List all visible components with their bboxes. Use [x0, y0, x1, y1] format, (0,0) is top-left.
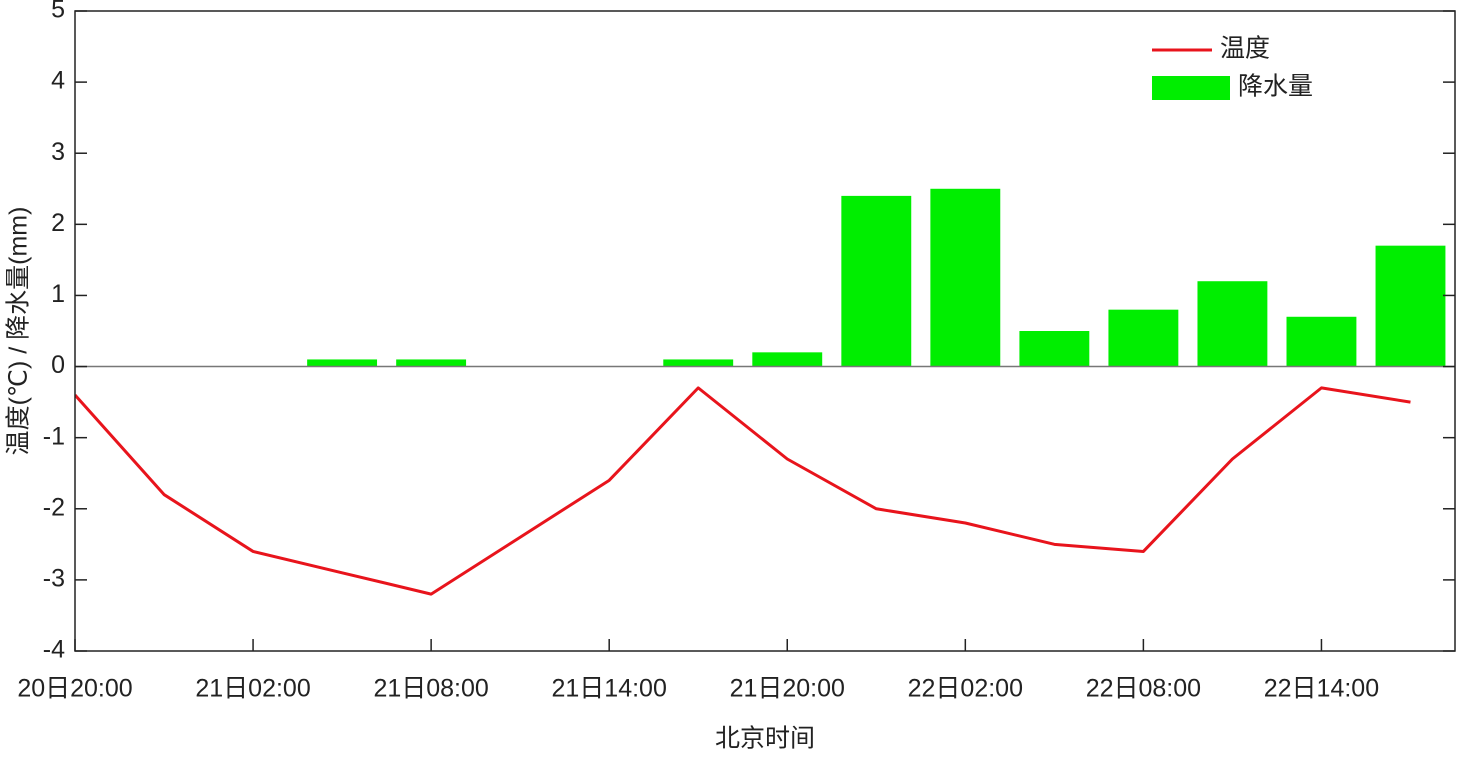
bar [752, 352, 823, 367]
legend-label: 温度 [1220, 35, 1270, 63]
x-tick-label: 22日08:00 [1086, 675, 1201, 703]
bar [663, 359, 734, 367]
legend-label: 降水量 [1238, 73, 1313, 101]
x-tick-label: 21日02:00 [195, 675, 310, 703]
bar [1197, 281, 1268, 367]
x-tick-label: 22日14:00 [1264, 675, 1379, 703]
bar [930, 188, 1001, 367]
legend-swatch [1152, 76, 1230, 100]
plot-area [75, 188, 1455, 596]
y-tick-label: 5 [51, 0, 65, 24]
y-tick-label: -4 [43, 636, 65, 664]
y-tick-label: 2 [51, 209, 65, 237]
y-tick-label: 4 [51, 67, 65, 95]
bar [1019, 331, 1090, 367]
bar [307, 359, 378, 367]
y-tick-label: 3 [51, 138, 65, 166]
bar [1108, 309, 1179, 367]
x-tick-label: 20日20:00 [17, 675, 132, 703]
bar [396, 359, 467, 367]
y-tick-label: 1 [51, 280, 65, 308]
x-tick-label: 21日14:00 [552, 675, 667, 703]
bar [1286, 316, 1357, 367]
plot-frame [74, 10, 1456, 652]
temperature-line [75, 386, 1411, 596]
bar [1375, 245, 1446, 367]
y-tick-label: -2 [43, 493, 65, 521]
x-tick-label: 21日20:00 [730, 675, 845, 703]
x-tick-label: 21日08:00 [373, 675, 488, 703]
y-axis-label: 温度(℃) / 降水量(mm) [5, 207, 33, 456]
x-tick-label: 22日02:00 [908, 675, 1023, 703]
y-tick-label: -1 [43, 422, 65, 450]
x-axis-label: 北京时间 [715, 725, 815, 753]
y-tick-label: 0 [51, 351, 65, 379]
bar [841, 195, 912, 367]
y-tick-label: -3 [43, 564, 65, 592]
